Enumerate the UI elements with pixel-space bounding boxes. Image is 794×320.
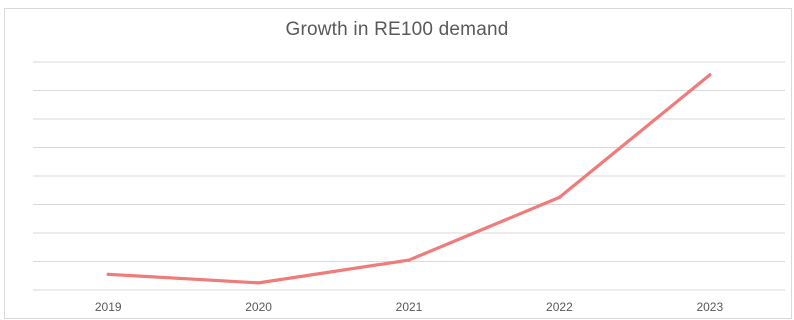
data-point-2023	[708, 73, 712, 77]
x-tick-label: 2021	[396, 300, 423, 314]
x-tick-label: 2022	[546, 300, 573, 314]
chart-title: Growth in RE100 demand	[285, 19, 509, 40]
data-point-2022	[557, 195, 562, 199]
data-point-2020	[257, 281, 261, 285]
x-tick-label: 2023	[696, 300, 723, 314]
gridlines	[33, 61, 785, 291]
chart-frame	[4, 8, 792, 319]
data-point-2019	[106, 272, 110, 276]
x-tick-label: 2020	[245, 300, 272, 314]
series-line	[106, 73, 712, 285]
x-axis-tick-labels: 2019 2020 2021 2022 2023	[95, 300, 724, 314]
series-group	[106, 73, 712, 285]
x-tick-label: 2019	[95, 300, 122, 314]
data-point-2021	[407, 258, 411, 262]
